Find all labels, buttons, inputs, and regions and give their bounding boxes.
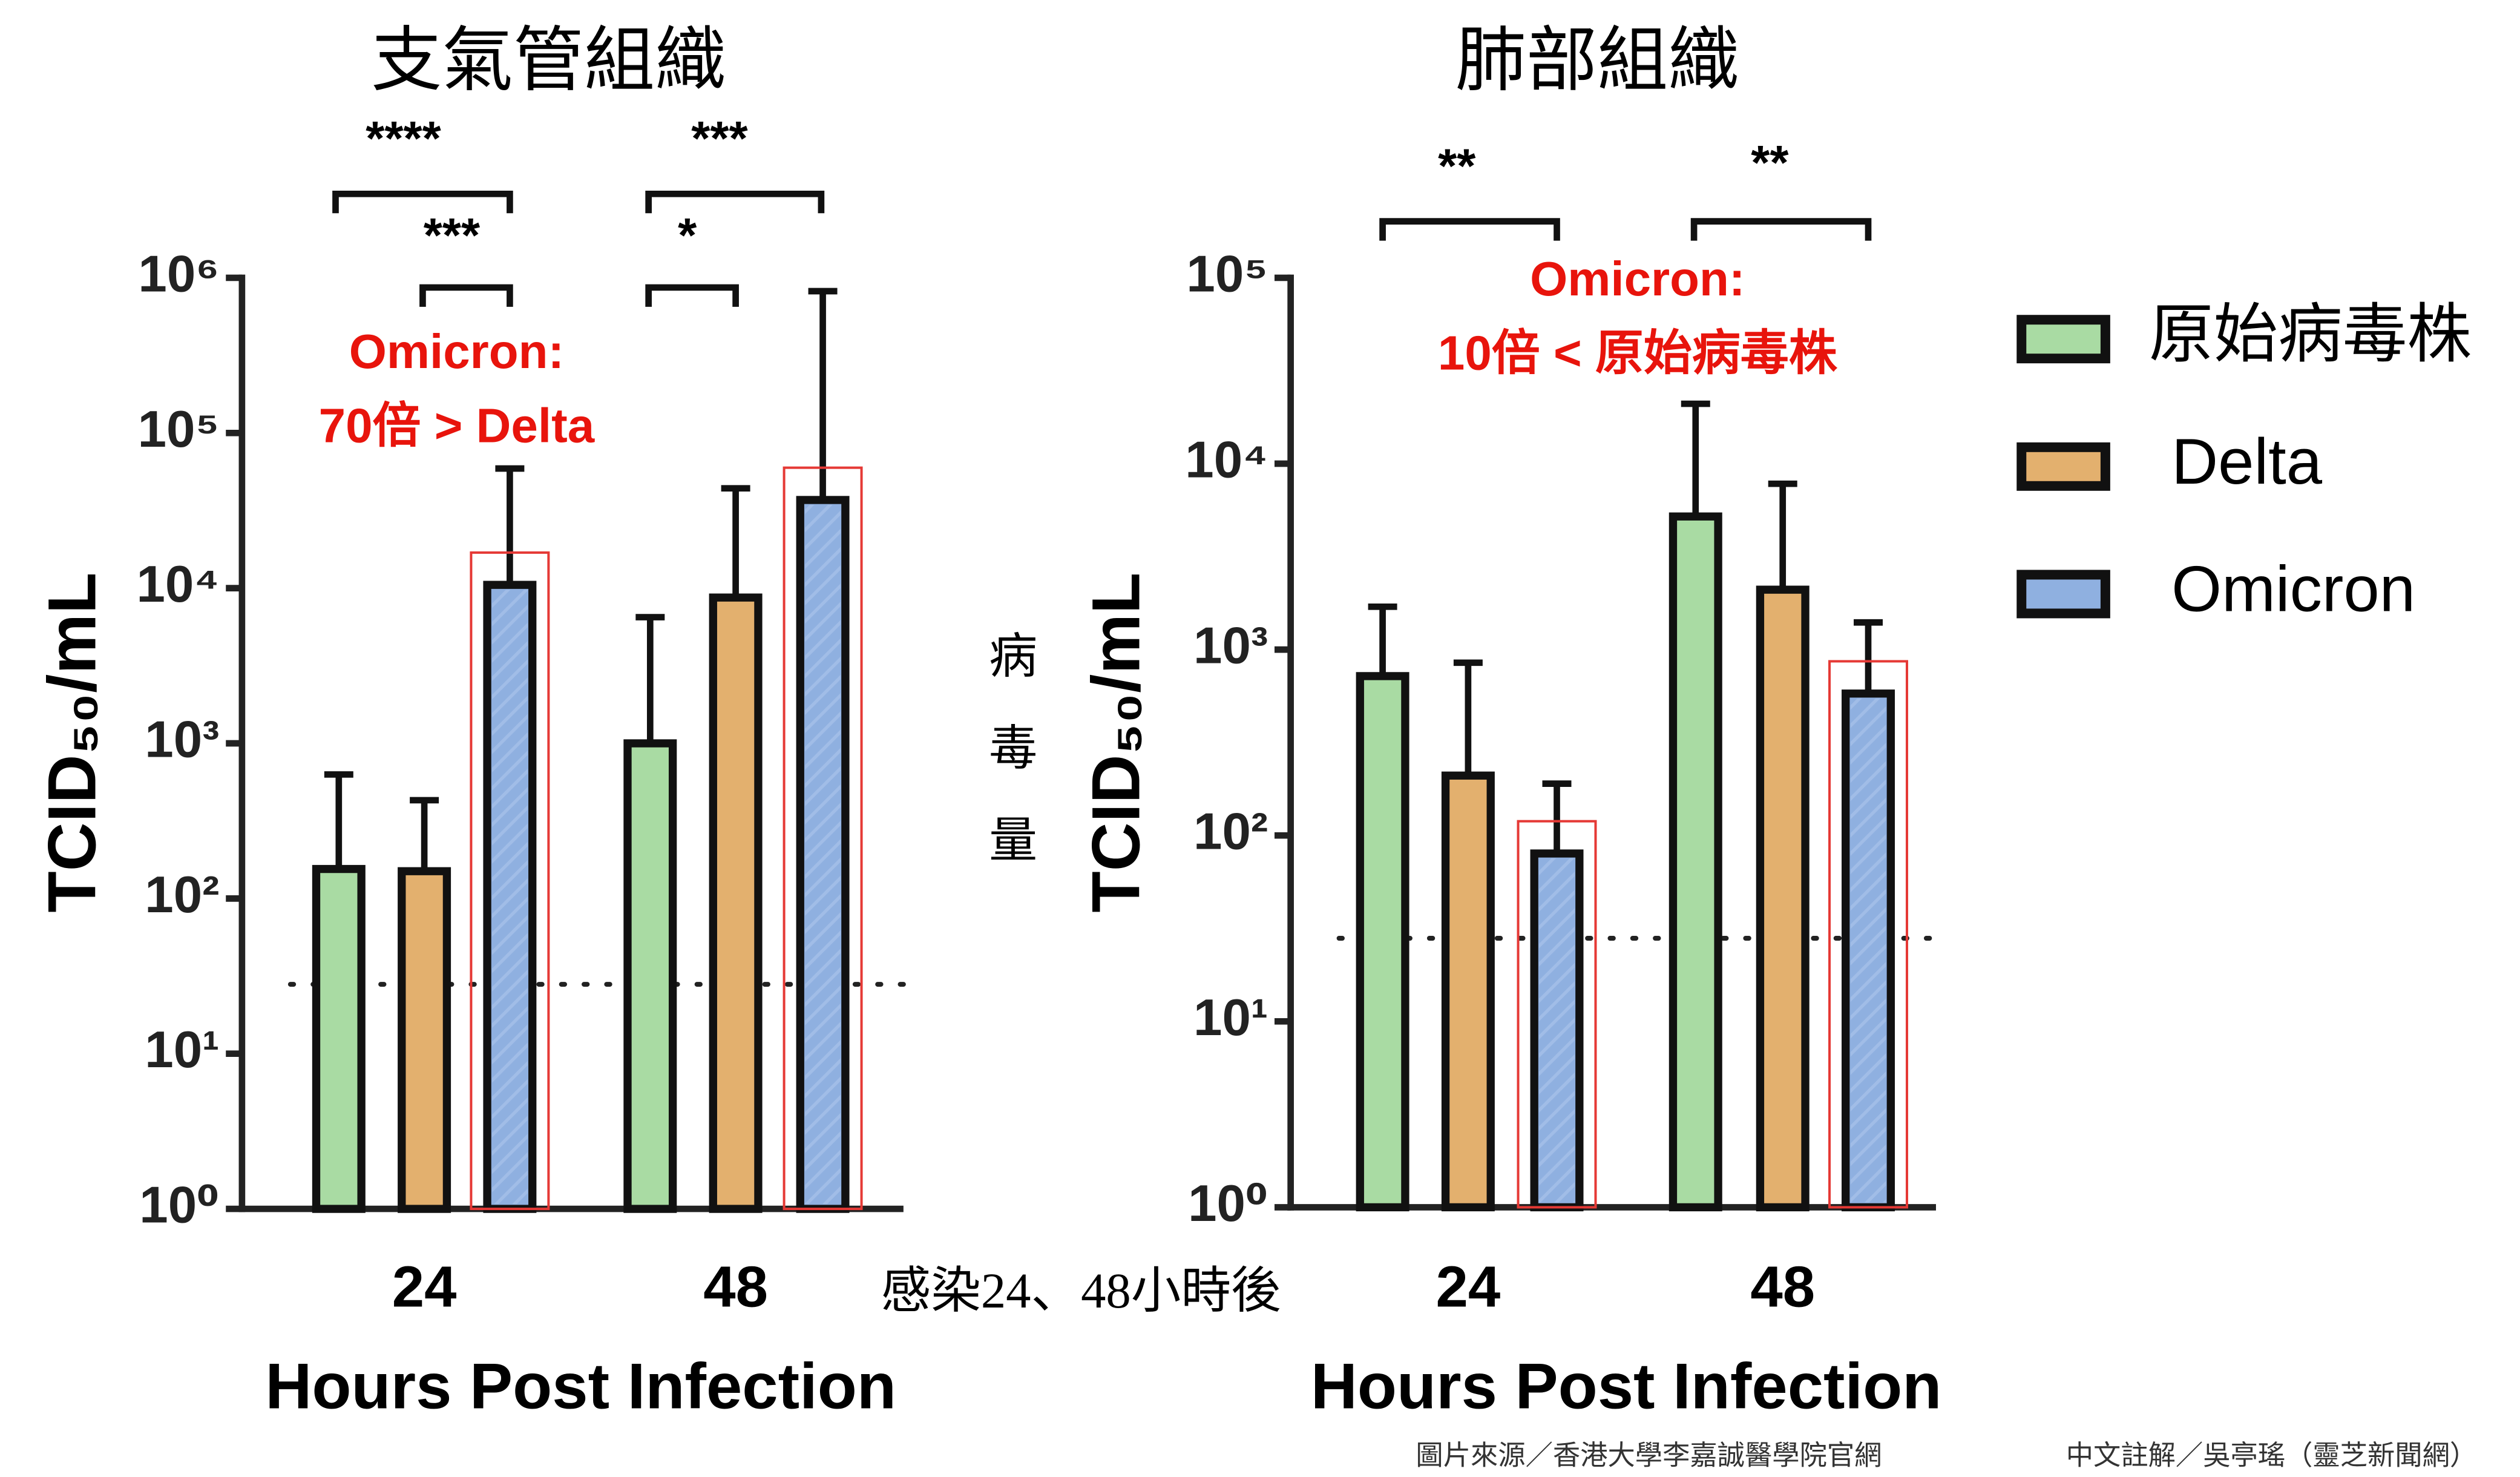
bar: [1669, 512, 1722, 1212]
y-axis-label: TCID₅₀/mL: [1078, 573, 1153, 913]
y-tick-label: 10⁴: [1185, 432, 1268, 489]
significance-bracket: [419, 284, 513, 307]
bar-hatch: [492, 590, 528, 1205]
x-axis-label: Hours Post Infection: [1311, 1349, 1942, 1422]
side-label: 量: [989, 815, 1037, 868]
x-axis-label: Hours Post Infection: [265, 1349, 896, 1422]
y-tick-label: 10²: [145, 866, 219, 924]
highlight-box: [783, 466, 863, 1211]
significance-bracket: [645, 190, 825, 214]
note: Omicron:: [1530, 252, 1745, 306]
x-tick-label: 24: [392, 1254, 457, 1319]
bar: [623, 739, 677, 1213]
y-tick-label: 10¹: [145, 1021, 219, 1079]
highlight-box: [1517, 820, 1597, 1209]
chart-title: 支氣管組織: [371, 21, 726, 100]
side-label: 病: [989, 631, 1037, 684]
significance-label: ***: [424, 208, 481, 262]
bar: [1356, 672, 1409, 1212]
note: 10倍 < 原始病毒株: [1438, 326, 1838, 380]
x-tick-label: 24: [1436, 1254, 1501, 1319]
y-tick-label: 10⁴: [136, 556, 219, 613]
y-tick-label: 10⁵: [1186, 245, 1268, 303]
chart-title: 肺部組織: [1455, 21, 1739, 100]
legend-label: Omicron: [2171, 553, 2415, 625]
y-tick-label: 10⁵: [138, 401, 220, 458]
significance-label: **: [1438, 139, 1476, 192]
significance-bracket: [332, 190, 513, 214]
y-tick-label: 10²: [1193, 803, 1268, 861]
y-tick-label: 10⁰: [139, 1177, 219, 1234]
y-axis-label: TCID₅₀/mL: [34, 573, 110, 913]
time-note: 感染24、48小時後: [881, 1263, 1281, 1318]
y-tick-label: 10⁰: [1188, 1175, 1268, 1232]
legend-label: 原始病毒株: [2149, 297, 2472, 370]
bar-hatch: [805, 504, 841, 1205]
y-tick-label: 10⁶: [138, 245, 219, 303]
x-tick-label: 48: [703, 1254, 768, 1319]
note: 70倍 > Delta: [319, 399, 595, 453]
side-label: 毒: [989, 723, 1037, 776]
bar-hatch: [1850, 698, 1886, 1203]
bar-hatch: [1539, 858, 1575, 1203]
legend-swatch: [2016, 570, 2110, 619]
bar: [1441, 771, 1495, 1212]
significance-label: ****: [366, 111, 441, 165]
credit: 中文註解／吳亭瑤（靈芝新聞網）: [2066, 1440, 2477, 1471]
highlight-box: [470, 551, 550, 1211]
significance-label: ***: [691, 111, 748, 165]
x-tick-label: 48: [1750, 1254, 1815, 1319]
significance-bracket: [1690, 218, 1872, 241]
legend-label: Delta: [2171, 425, 2323, 498]
bar: [709, 593, 763, 1213]
charts: 支氣管組織 TCID₅₀/mL Hours Post Infection 10⁰ 10¹…: [34, 21, 2472, 1422]
significance-label: *: [678, 208, 697, 262]
significance-bracket: [645, 284, 739, 307]
highlight-box: [1828, 660, 1908, 1209]
significance-bracket: [1379, 218, 1560, 241]
source: 圖片來源／香港大學李嘉誠醫學院官網: [1416, 1440, 1882, 1471]
note: Omicron:: [349, 324, 564, 378]
y-tick-label: 10³: [145, 711, 219, 769]
legend-swatch: [2016, 442, 2110, 491]
y-tick-label: 10³: [1193, 617, 1268, 675]
bar: [398, 867, 451, 1213]
legend-swatch: [2016, 315, 2110, 364]
bar: [312, 864, 366, 1213]
y-tick-label: 10¹: [1193, 989, 1268, 1047]
bar: [1756, 585, 1810, 1212]
significance-label: **: [1751, 136, 1789, 189]
